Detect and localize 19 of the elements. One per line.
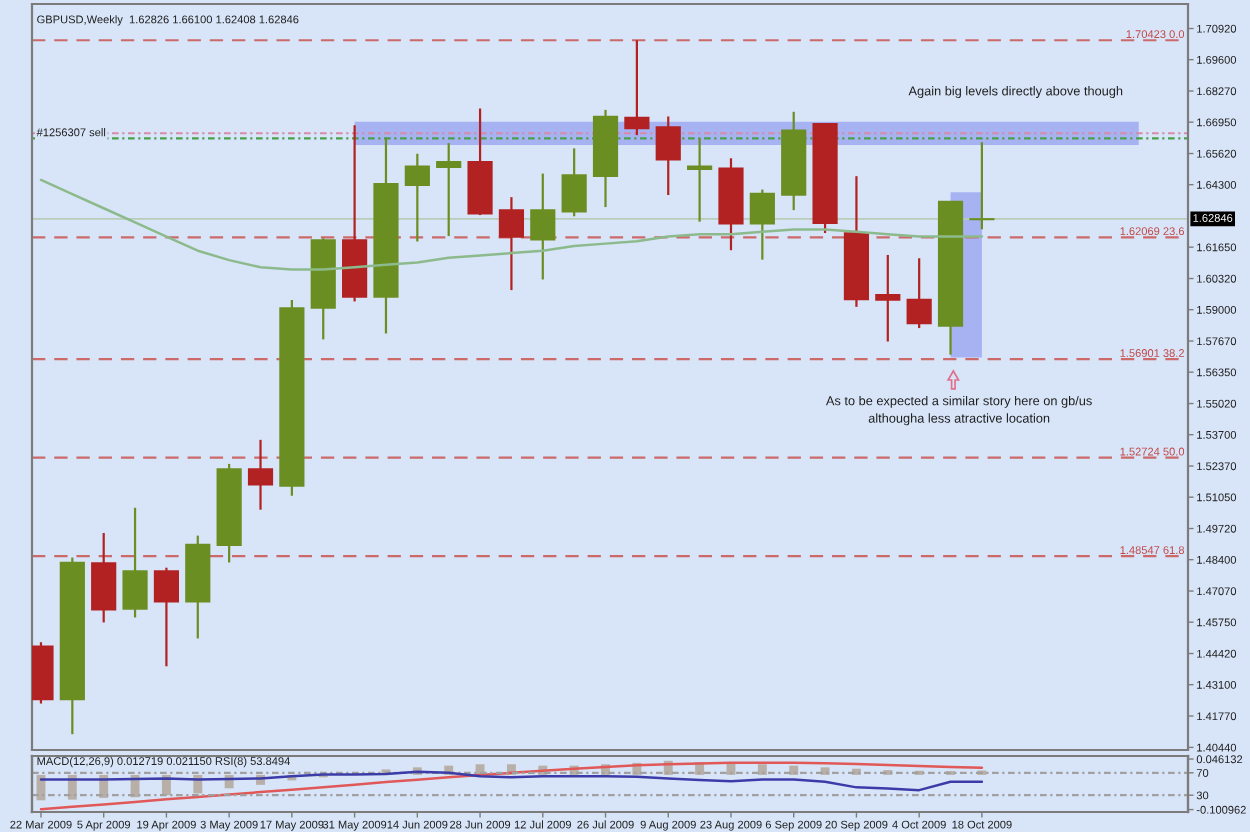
candlestick [687, 137, 713, 223]
line-series [39, 770, 984, 792]
candlestick [122, 506, 148, 619]
candlestick [624, 39, 650, 137]
candlestick [561, 147, 587, 218]
candlestick [530, 172, 556, 281]
candlestick [655, 115, 681, 197]
candlestick [91, 531, 117, 624]
line-series [39, 178, 984, 271]
candlestick [153, 566, 180, 668]
candlestick [749, 188, 775, 261]
candlestick [436, 142, 462, 238]
candlestick [404, 152, 430, 243]
candlestick [498, 196, 525, 292]
candlestick [247, 438, 274, 511]
candlestick [969, 141, 995, 231]
candlestick [875, 253, 901, 343]
bar [757, 764, 767, 775]
candlestick [906, 257, 932, 330]
